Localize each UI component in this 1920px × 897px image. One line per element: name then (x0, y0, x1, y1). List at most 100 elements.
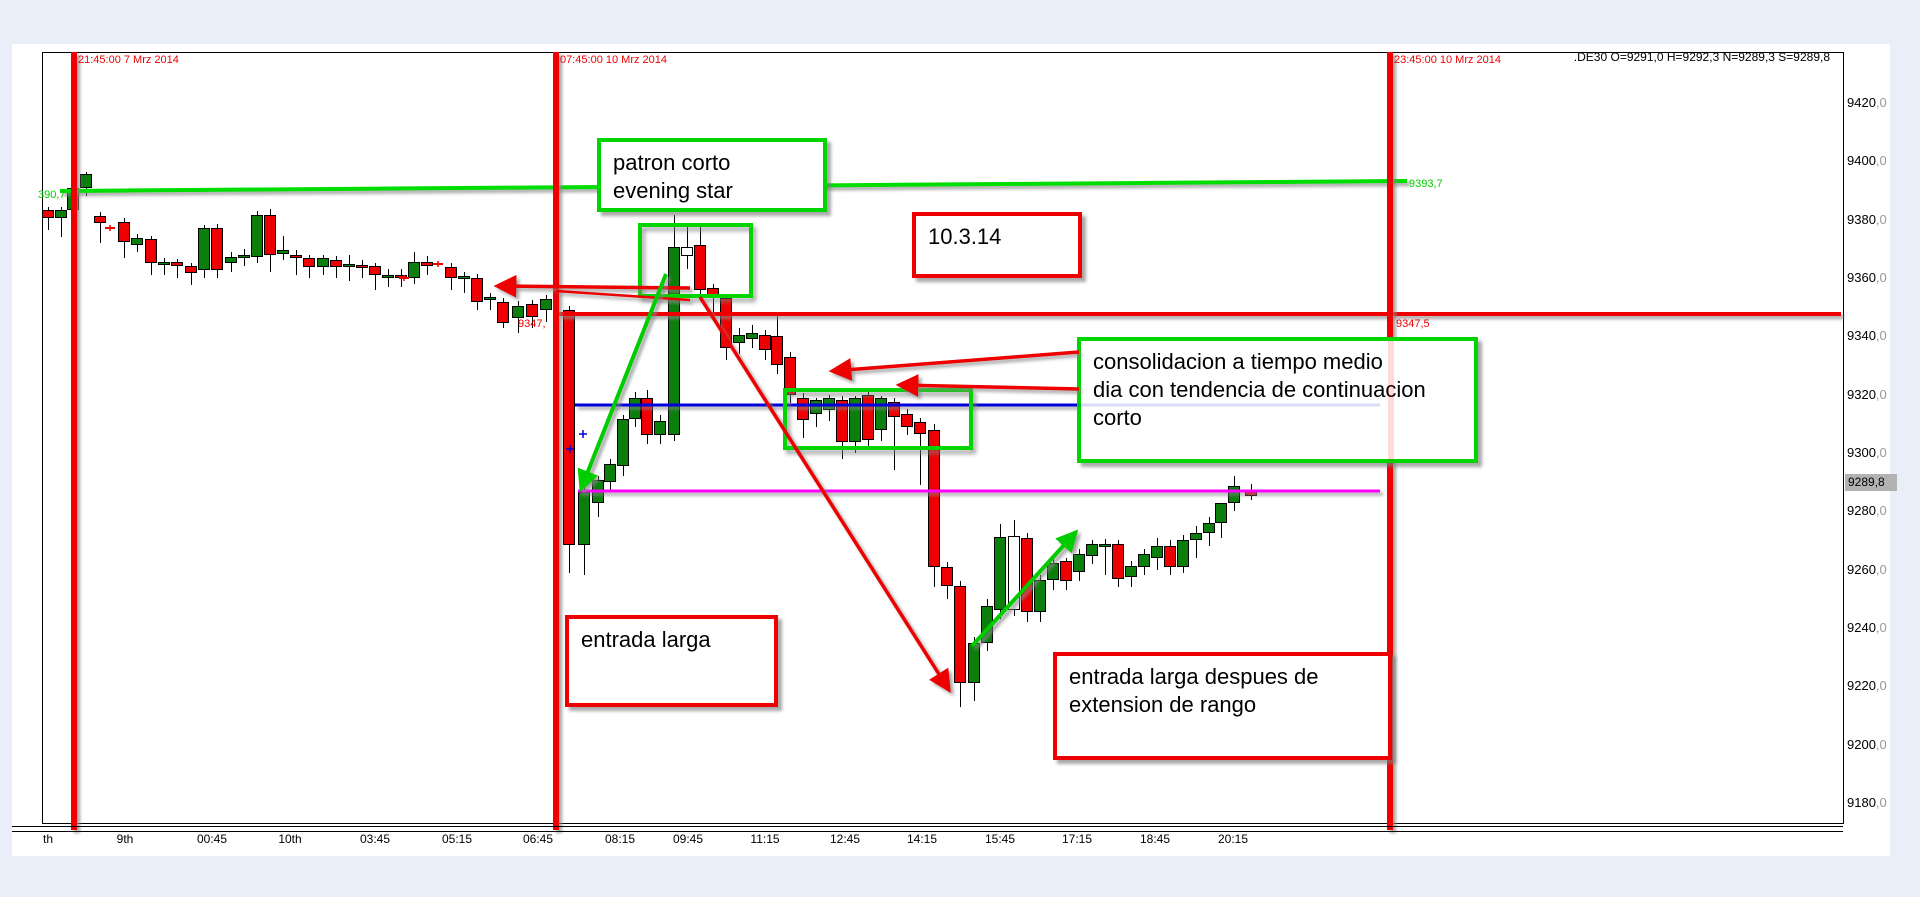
candle-wick (164, 258, 165, 275)
annotation-text-line: 10.3.14 (928, 224, 1002, 249)
candle (408, 262, 420, 278)
candle (681, 247, 693, 256)
price-axis-label: 9260,0 (1847, 562, 1887, 577)
price-axis-label: 9200,0 (1847, 737, 1887, 752)
red-level-price-label: 9347, (518, 318, 546, 330)
candle (55, 210, 67, 218)
candle (694, 245, 706, 290)
candle (317, 258, 329, 267)
price-axis-label: 9340,0 (1847, 328, 1887, 343)
axis-separator (12, 826, 1843, 832)
price-axis-label: 9420,0 (1847, 95, 1887, 110)
candle-wick (388, 269, 389, 287)
candle-wick (177, 259, 178, 278)
candle (526, 304, 538, 317)
candle-wick (336, 256, 337, 278)
candle (238, 255, 250, 258)
annotation-text-line: entrada larga (581, 627, 711, 652)
time-axis-label: 15:45 (984, 832, 1016, 846)
candle-wick (362, 260, 363, 278)
candle-wick (1196, 526, 1197, 558)
annotation-text-line: consolidacion a tiempo medio (1093, 349, 1383, 374)
current-price-marker: 9289,8 (1845, 474, 1897, 491)
candle (954, 586, 966, 683)
patron-corto-annotation[interactable]: patron corto evening star (597, 138, 827, 212)
candle (1086, 544, 1098, 556)
annotation-text-line: entrada larga despues de (1069, 664, 1319, 689)
candle (211, 228, 223, 270)
candle (343, 264, 355, 267)
entrada-larga-extension-annotation[interactable]: entrada larga despues de extension de ra… (1053, 652, 1392, 760)
candle (1215, 503, 1227, 523)
candle (578, 492, 590, 545)
consolidacion-annotation[interactable]: consolidacion a tiempo medio dia con ten… (1077, 337, 1478, 463)
candle (1099, 544, 1111, 547)
candle (94, 216, 106, 223)
candle (264, 215, 276, 255)
candle (131, 238, 143, 245)
time-axis-label: 00:45 (196, 832, 228, 846)
annotation-text-line: extension de rango (1069, 692, 1257, 717)
time-axis-label: 14:15 (906, 832, 938, 846)
candle-wick (490, 293, 491, 310)
candle-wick (100, 212, 101, 243)
candle (118, 222, 130, 242)
session-timestamp-label: 07:45:00 10 Mrz 2014 (560, 54, 668, 66)
candle (1164, 546, 1176, 567)
candle (1138, 554, 1150, 567)
annotation-text-line: dia con tendencia de continuacion (1093, 377, 1426, 402)
candle (251, 215, 263, 257)
time-axis-label: 11:15 (750, 832, 780, 846)
annotation-text-line: patron corto (613, 150, 731, 175)
evening-star-pattern-box[interactable] (638, 223, 753, 298)
candle (445, 267, 457, 278)
time-axis-label: 09:45 (672, 832, 704, 846)
candle (471, 278, 483, 302)
candle (1112, 544, 1124, 579)
time-axis-label: 18:45 (1139, 832, 1171, 846)
candle (42, 210, 54, 218)
candle (330, 260, 342, 267)
candle (185, 266, 197, 273)
annotation-text-line: corto (1093, 405, 1142, 430)
candle (421, 262, 433, 266)
candle (484, 297, 496, 300)
date-annotation[interactable]: 10.3.14 (912, 212, 1082, 278)
candle-wick (1105, 539, 1106, 575)
price-axis-label: 9400,0 (1847, 153, 1887, 168)
candle (198, 228, 210, 270)
candle (1203, 523, 1215, 533)
price-axis-label: 9300,0 (1847, 445, 1887, 460)
candle (356, 265, 368, 268)
candle (1177, 540, 1189, 567)
price-axis-label: 9380,0 (1847, 212, 1887, 227)
time-axis-label: 03:45 (359, 832, 391, 846)
candle (497, 302, 509, 323)
candle (1151, 546, 1163, 558)
time-axis-label: 08:15 (604, 832, 636, 846)
time-axis-label: 10th (278, 832, 302, 846)
candle (1125, 566, 1137, 577)
candle (277, 250, 289, 254)
time-axis-label: 9th (116, 832, 134, 846)
candle-wick (464, 272, 465, 293)
red-level-price-label: 9347,5 (1396, 318, 1430, 330)
session-timestamp-label: 23:45:00 10 Mrz 2014 (1394, 54, 1502, 66)
candle (563, 310, 575, 545)
price-axis-label: 9180,0 (1847, 795, 1887, 810)
candle (1190, 533, 1202, 540)
price-axis-label: 9320,0 (1847, 387, 1887, 402)
time-axis-label: 05:15 (441, 832, 473, 846)
candle (225, 257, 237, 263)
candle (540, 299, 552, 310)
candle-wick (61, 207, 62, 237)
price-axis-label: 9360,0 (1847, 270, 1887, 285)
candle-wick (48, 207, 49, 230)
time-axis-label: 06:45 (522, 832, 554, 846)
time-axis-label: th (42, 832, 54, 846)
symbol-ohlc-title: .DE30 O=9291,0 H=9292,3 N=9289,3 S=9289,… (1573, 50, 1830, 64)
candle-wick (375, 263, 376, 290)
green-trendline-price-label: 9393,7 (1409, 178, 1443, 190)
candle (290, 255, 302, 258)
